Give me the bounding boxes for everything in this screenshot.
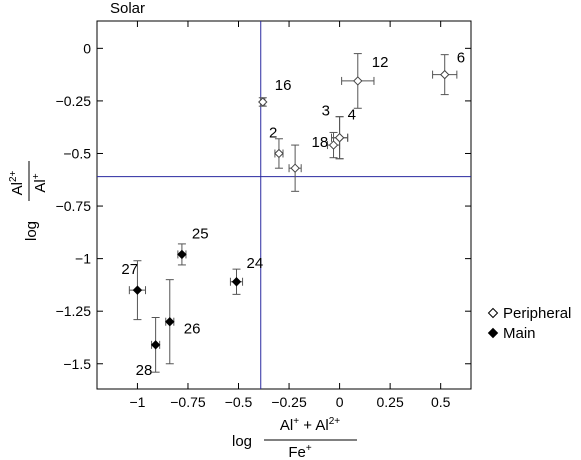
data-point: [128, 260, 147, 321]
data-points: [128, 53, 458, 373]
x-axis-label-numerator: Al+ + Al2+: [280, 416, 340, 434]
plot-frame: [96, 20, 472, 390]
point-labels: 16 12 6 2 3 4 18 25 24 27 26 28: [121, 50, 465, 379]
x-tick-label: −1: [129, 394, 145, 410]
y-tick-label: −0.25: [56, 93, 92, 109]
data-point: [177, 243, 187, 266]
data-point: [288, 144, 302, 192]
point-label: 3: [322, 103, 330, 120]
x-tick-label: −0.5: [225, 394, 253, 410]
point-label: 6: [457, 50, 465, 67]
data-point: [165, 279, 175, 365]
open-diamond-marker: [328, 140, 339, 150]
x-axis-label-denominator: Fe+: [288, 443, 312, 460]
point-label: 24: [246, 255, 263, 272]
x-tick-label: 0.5: [431, 394, 451, 410]
legend-filled-diamond-icon: [487, 327, 499, 339]
x-axis-label: log Al+ + Al2+ Fe+: [232, 416, 357, 460]
y-tick-label: −1: [75, 251, 91, 267]
data-point: [150, 317, 161, 373]
x-tick-label: 0.25: [377, 394, 404, 410]
y-axis-label-denominator: Al+: [31, 173, 49, 192]
filled-diamond-marker: [231, 277, 242, 287]
open-diamond-marker: [334, 133, 345, 143]
legend-open-diamond-icon: [487, 307, 499, 319]
point-label: 2: [269, 124, 277, 141]
point-label: 12: [372, 54, 389, 71]
data-point: [274, 138, 284, 169]
point-label: 27: [121, 261, 138, 278]
y-tick-label: −0.5: [63, 145, 91, 161]
data-point: [326, 131, 341, 159]
point-label: 18: [312, 134, 329, 151]
x-axis-label-prefix: log: [232, 433, 252, 450]
filled-diamond-marker: [165, 317, 175, 327]
reference-lines: [97, 21, 471, 389]
open-diamond-marker: [274, 148, 284, 159]
x-tick-label: −0.25: [271, 394, 307, 410]
y-axis-label-prefix: log: [23, 221, 40, 241]
legend: Peripheral Main: [487, 305, 571, 342]
axis-ticks: −1 −0.75 −0.5 −0.25 0 0.25 0.5 0 −0.25 −0.5 −0.75 −…: [56, 21, 471, 410]
y-tick-label: −0.75: [56, 198, 92, 214]
point-label: 4: [348, 107, 356, 124]
filled-diamond-marker: [177, 249, 187, 260]
legend-entry-label: Main: [503, 325, 536, 342]
open-diamond-marker: [258, 97, 268, 107]
data-point: [258, 97, 268, 107]
legend-entry-label: Peripheral: [503, 305, 571, 322]
y-tick-label: −1.5: [63, 356, 91, 372]
data-point: [432, 54, 458, 96]
point-label: 25: [192, 225, 209, 242]
chart-title: Solar: [110, 0, 145, 17]
point-label: 26: [184, 321, 201, 338]
y-tick-label: −1.25: [56, 303, 92, 319]
x-tick-label: 0: [336, 394, 344, 410]
y-tick-label: 0: [83, 40, 91, 56]
filled-diamond-marker: [132, 285, 143, 295]
open-diamond-marker: [353, 76, 363, 86]
open-diamond-marker: [290, 163, 300, 173]
y-axis-label-numerator: Al2+: [8, 170, 26, 195]
filled-diamond-marker: [150, 340, 161, 350]
data-point: [229, 268, 244, 295]
open-diamond-marker: [440, 69, 450, 80]
y-axis-label: log Al2+ Al+: [8, 161, 49, 241]
point-label: 28: [136, 362, 153, 379]
x-tick-label: −0.75: [170, 394, 206, 410]
point-label: 16: [275, 77, 292, 94]
data-point: [341, 53, 375, 109]
